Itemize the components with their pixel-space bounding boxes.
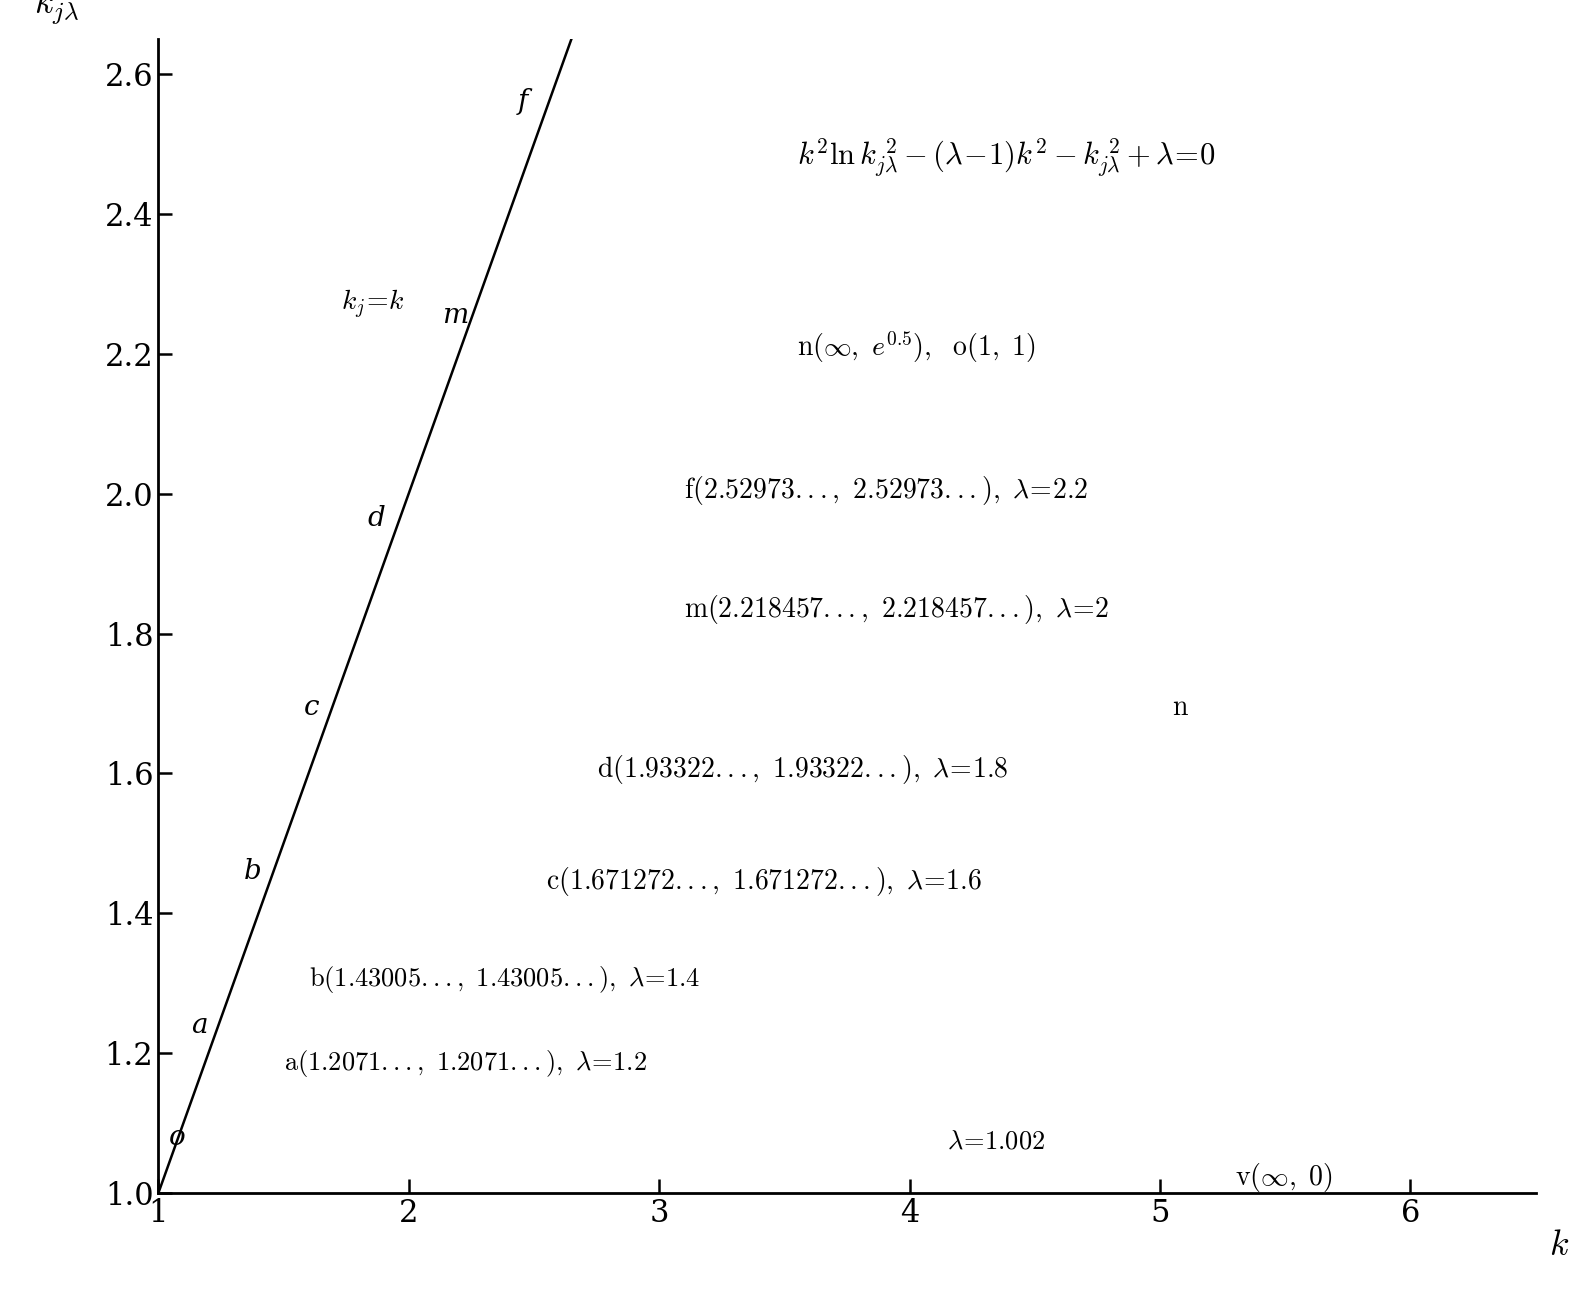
Text: f: f bbox=[518, 88, 527, 115]
Text: o: o bbox=[168, 1123, 185, 1150]
Text: $\mathrm{d}(1.93322...,\ 1.93322...),\ \lambda\!=\!1.8$: $\mathrm{d}(1.93322...,\ 1.93322...),\ \… bbox=[597, 754, 1008, 786]
Text: $k_{j\lambda}$: $k_{j\lambda}$ bbox=[35, 0, 79, 27]
Text: $\mathrm{n}$: $\mathrm{n}$ bbox=[1173, 694, 1189, 721]
Text: $k^2\ln k_{j\lambda}^{\ 2}-(\lambda\!-\!1)k^2-k_{j\lambda}^{\ 2}+\lambda\!=\!0$: $k^2\ln k_{j\lambda}^{\ 2}-(\lambda\!-\!… bbox=[796, 136, 1216, 179]
Text: $\mathrm{m}(2.218457...,\ 2.218457...),\ \lambda\!=\!2$: $\mathrm{m}(2.218457...,\ 2.218457...),\… bbox=[684, 593, 1110, 625]
Text: $k_j\!=\!k$: $k_j\!=\!k$ bbox=[340, 288, 405, 322]
Text: a: a bbox=[192, 1012, 207, 1039]
Text: $\mathrm{f}(2.52973...,\ 2.52973...),\ \lambda\!=\!2.2$: $\mathrm{f}(2.52973...,\ 2.52973...),\ \… bbox=[684, 473, 1089, 507]
Text: $\mathrm{c}(1.671272...,\ 1.671272...),\ \lambda\!=\!1.6$: $\mathrm{c}(1.671272...,\ 1.671272...),\… bbox=[546, 865, 983, 899]
Text: $\mathrm{b}(1.43005...,\ 1.43005...),\ \lambda\!=\!1.4$: $\mathrm{b}(1.43005...,\ 1.43005...),\ \… bbox=[309, 965, 700, 995]
Text: $\lambda\!=\!1.002$: $\lambda\!=\!1.002$ bbox=[947, 1128, 1045, 1153]
Text: $\mathrm{a}(1.2071...,\ 1.2071...),\ \lambda\!=\!1.2$: $\mathrm{a}(1.2071...,\ 1.2071...),\ \la… bbox=[283, 1048, 646, 1079]
Text: b: b bbox=[244, 857, 261, 885]
Text: $\mathrm{v}(\infty,\ 0)$: $\mathrm{v}(\infty,\ 0)$ bbox=[1235, 1161, 1333, 1195]
Text: c: c bbox=[304, 694, 320, 721]
Text: m: m bbox=[443, 302, 469, 328]
Text: d: d bbox=[367, 505, 385, 532]
Text: $k$: $k$ bbox=[1550, 1228, 1569, 1262]
Text: $\mathrm{n}(\infty,\ e^{0.5}),\ \ \mathrm{o}(1,\ 1)$: $\mathrm{n}(\infty,\ e^{0.5}),\ \ \mathr… bbox=[796, 329, 1035, 364]
